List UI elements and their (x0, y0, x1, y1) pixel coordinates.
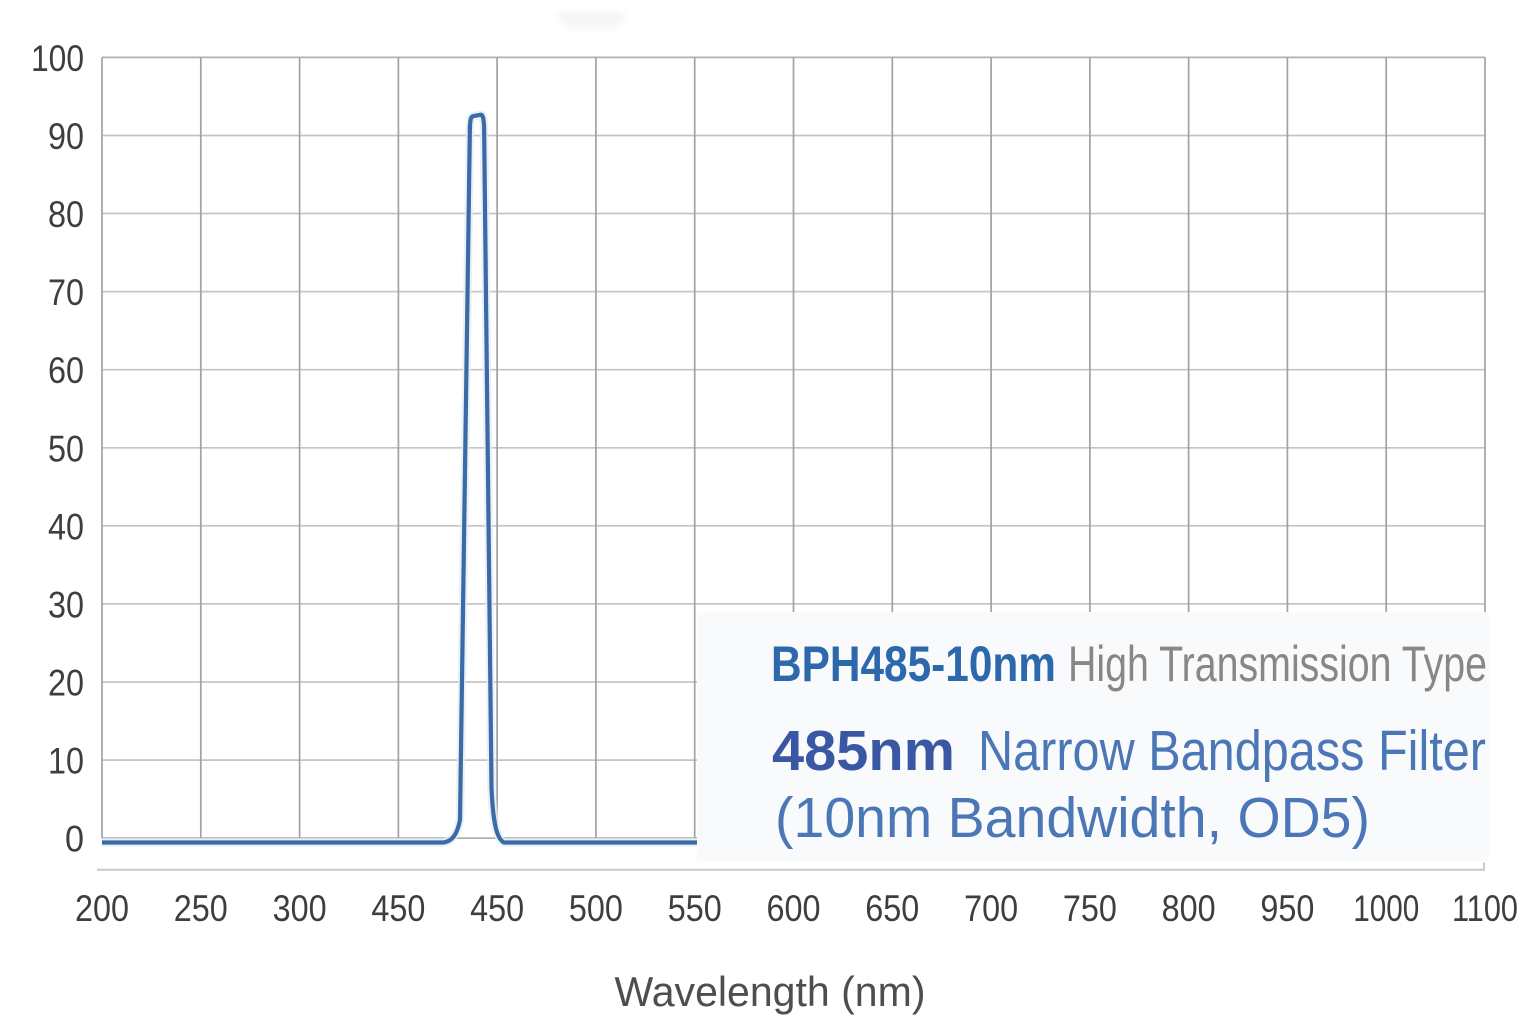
svg-text:High Transmission Type: High Transmission Type (1068, 636, 1487, 692)
svg-text:800: 800 (1162, 888, 1216, 929)
svg-text:485nm: 485nm (772, 719, 955, 783)
svg-text:20: 20 (48, 663, 84, 704)
svg-text:Narrow Bandpass Filter: Narrow Bandpass Filter (978, 719, 1486, 783)
svg-text:100: 100 (31, 38, 84, 79)
svg-text:450: 450 (470, 888, 524, 929)
svg-text:10: 10 (48, 741, 84, 782)
svg-text:80: 80 (48, 194, 84, 235)
svg-text:BPH485-10nm: BPH485-10nm (771, 636, 1056, 692)
svg-text:1000: 1000 (1353, 888, 1419, 929)
svg-text:70: 70 (48, 272, 84, 313)
svg-text:90: 90 (48, 116, 84, 157)
svg-text:200: 200 (75, 888, 129, 929)
svg-text:300: 300 (273, 888, 327, 929)
svg-text:950: 950 (1260, 888, 1314, 929)
svg-text:750: 750 (1063, 888, 1117, 929)
svg-text:250: 250 (174, 888, 228, 929)
svg-text:700: 700 (964, 888, 1018, 929)
svg-text:550: 550 (668, 888, 722, 929)
svg-text:500: 500 (569, 888, 623, 929)
svg-text:40: 40 (48, 506, 84, 547)
svg-text:30: 30 (48, 584, 84, 625)
svg-text:600: 600 (767, 888, 821, 929)
svg-text:1100: 1100 (1452, 888, 1518, 929)
svg-text:50: 50 (48, 428, 84, 469)
svg-text:Wavelength (nm): Wavelength (nm) (615, 968, 926, 1015)
svg-text:0: 0 (65, 819, 84, 860)
svg-text:650: 650 (865, 888, 919, 929)
svg-text:(10nm Bandwidth, OD5): (10nm Bandwidth, OD5) (775, 786, 1370, 850)
svg-text:60: 60 (48, 350, 84, 391)
svg-text:450: 450 (371, 888, 425, 929)
